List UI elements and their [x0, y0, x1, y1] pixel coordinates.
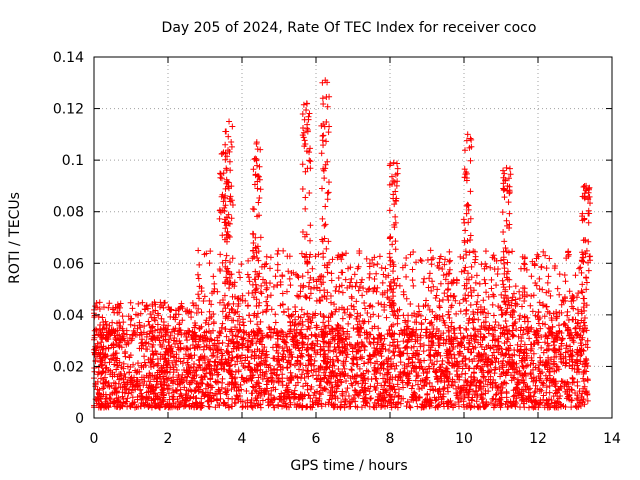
y-tick-label: 0.1 [62, 153, 84, 169]
x-tick-label: 12 [529, 431, 547, 447]
x-tick-label: 8 [386, 431, 395, 447]
y-tick-label: 0.02 [53, 359, 84, 375]
chart-title: Day 205 of 2024, Rate Of TEC Index for r… [162, 20, 537, 36]
x-axis-label: GPS time / hours [290, 458, 407, 474]
roti-scatter-markers [91, 77, 594, 411]
plot-frame [93, 56, 613, 419]
x-tick-label: 2 [164, 431, 173, 447]
x-tick-label: 4 [238, 431, 247, 447]
axis-ticks: 0 2 4 6 8 10 12 14 0 0.02 0.04 0.06 0.08 0.1 0.12 0.14 [53, 50, 621, 447]
y-tick-label: 0.06 [53, 256, 84, 272]
y-axis-label: ROTI / TECUs [7, 192, 23, 284]
data-points [91, 77, 594, 411]
y-tick-label: 0.14 [53, 50, 84, 66]
y-tick-label: 0 [75, 411, 84, 427]
y-tick-label: 0.12 [53, 102, 84, 118]
x-tick-label: 10 [455, 431, 473, 447]
y-tick-label: 0.04 [53, 308, 84, 324]
y-tick-label: 0.08 [53, 205, 84, 221]
x-tick-label: 6 [312, 431, 321, 447]
x-tick-label: 14 [603, 431, 621, 447]
x-tick-label: 0 [90, 431, 99, 447]
